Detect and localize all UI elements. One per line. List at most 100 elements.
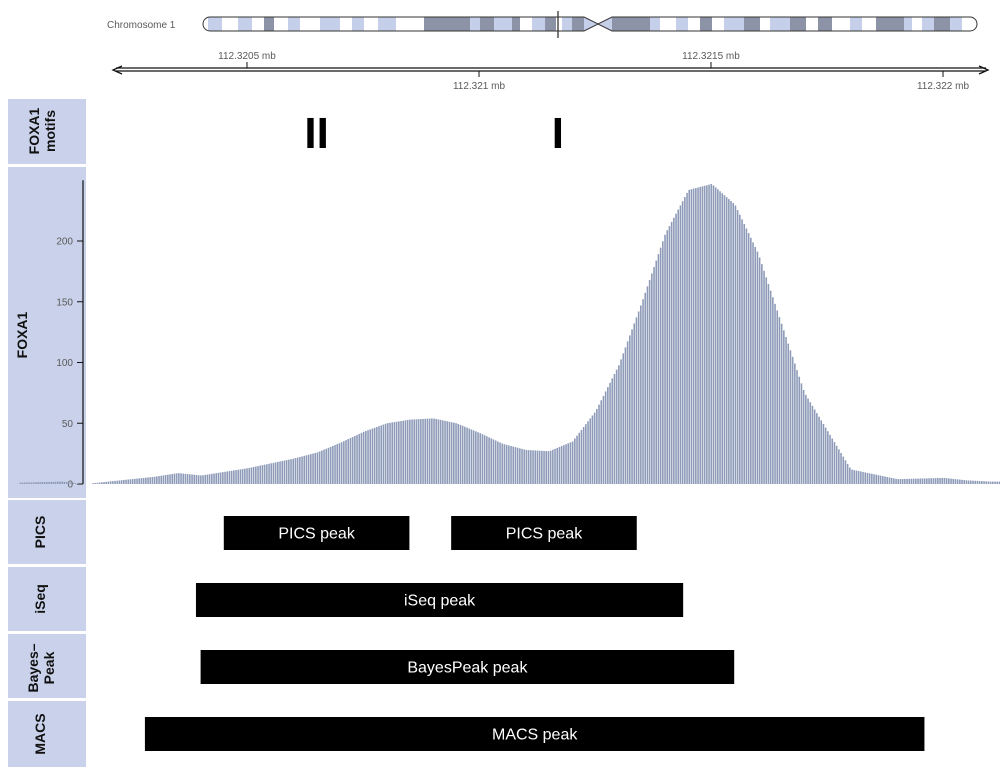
coverage-bar (939, 478, 941, 484)
coverage-bar (816, 413, 818, 484)
coverage-bar (167, 474, 169, 484)
coverage-bar (604, 391, 607, 484)
coverage-bar (787, 343, 790, 484)
coverage-bar (439, 419, 442, 484)
coverage-bar (224, 471, 226, 484)
coverage-bar (197, 475, 200, 484)
coverage-bar (371, 428, 374, 484)
ideogram-band (922, 17, 934, 31)
coverage-bar (732, 202, 735, 485)
coverage-bar (774, 303, 776, 484)
coverage-bar (411, 419, 413, 484)
coverage-bar (532, 450, 534, 484)
coverage-bar (459, 424, 462, 484)
coverage-bar (758, 257, 761, 484)
coverage-bar (41, 482, 44, 484)
coverage-bar (464, 426, 466, 484)
coverage-bar (26, 482, 28, 484)
coverage-bar (523, 449, 526, 484)
coverage-bar (862, 471, 864, 484)
coverage-bar (417, 419, 420, 484)
motif-track-label-line2: motifs (42, 110, 58, 152)
coverage-bar (552, 449, 554, 484)
coverage-bar (934, 478, 937, 484)
coverage-bar (761, 264, 763, 484)
coverage-bar (349, 438, 352, 484)
coverage-bar (974, 480, 977, 484)
coverage-bar (283, 460, 286, 484)
centromere-bottom (584, 24, 612, 31)
coverage-bar (721, 193, 724, 484)
ideogram-band (724, 17, 744, 31)
coverage-bar (668, 226, 671, 484)
coverage-bar (193, 474, 196, 484)
coverage-bar (615, 369, 618, 484)
motif-track-label-line1: FOXA1 (26, 107, 42, 154)
ideogram-band (950, 17, 962, 31)
coverage-bar (992, 481, 994, 484)
coverage-bar (681, 201, 684, 484)
coverage-bar (279, 461, 281, 484)
coverage-bar (706, 185, 708, 484)
coverage-bar (868, 473, 871, 484)
coverage-bar (598, 404, 600, 484)
coverage-bar (39, 482, 42, 484)
coverage-bar (582, 427, 585, 484)
coverage-bar (208, 474, 211, 484)
coverage-bar (103, 482, 105, 484)
coverage-bar (556, 447, 559, 484)
coverage-bar (202, 475, 204, 484)
coverage-bar (92, 483, 94, 484)
coverage-bar (543, 450, 545, 484)
coverage-bar (409, 419, 411, 484)
coverage-bar (314, 452, 317, 484)
coverage-bar (107, 481, 110, 484)
coverage-bar (679, 205, 682, 484)
coverage-bar (490, 438, 493, 484)
coverage-bar (149, 477, 152, 484)
coverage-bar (492, 439, 495, 484)
coverage-bar (415, 419, 418, 484)
ideogram-band (512, 17, 520, 31)
coverage-bar (442, 420, 444, 484)
coverage-bar (710, 184, 713, 485)
ideogram-band (494, 17, 512, 31)
coverage-bar (477, 432, 479, 484)
coverage-bar (191, 474, 193, 484)
ideogram-band (770, 17, 790, 31)
coverage-bar (431, 418, 433, 484)
ideogram-band (238, 17, 252, 31)
peak-label: iSeq peak (404, 593, 476, 610)
coverage-bar (985, 481, 988, 484)
coverage-bar (983, 481, 985, 484)
peak-label: PICS peak (278, 526, 355, 543)
coverage-bar (246, 468, 248, 484)
coverage-bar (609, 382, 611, 484)
coverage-bar (932, 478, 935, 484)
peak-box (144, 717, 925, 751)
coverage-bar (998, 481, 1000, 484)
coverage-bar (800, 383, 803, 484)
coverage-bar (866, 472, 869, 484)
coverage-bar (503, 444, 506, 484)
coverage-bar (50, 481, 53, 484)
coverage-bar (281, 460, 284, 484)
coverage-bar (655, 260, 658, 484)
coverage-bar (98, 482, 101, 484)
axis-tick-label: 112.322 mb (917, 81, 970, 92)
coverage-bar (347, 439, 350, 484)
coverage-bar (695, 188, 697, 484)
coverage-bar (637, 311, 640, 484)
ideogram-band (532, 17, 545, 31)
coverage-bar (481, 434, 484, 484)
coverage-bar (125, 479, 127, 484)
coverage-bar (754, 246, 757, 484)
coverage-bar (123, 479, 125, 484)
coverage-bar (772, 297, 774, 484)
y-axis-tick-label: 150 (56, 297, 73, 308)
coverage-bar (316, 452, 319, 484)
coverage-bar (230, 470, 233, 484)
coverage-bar (444, 420, 446, 484)
iseq-track-label: iSeq (32, 584, 48, 614)
ideogram-band (912, 17, 922, 31)
